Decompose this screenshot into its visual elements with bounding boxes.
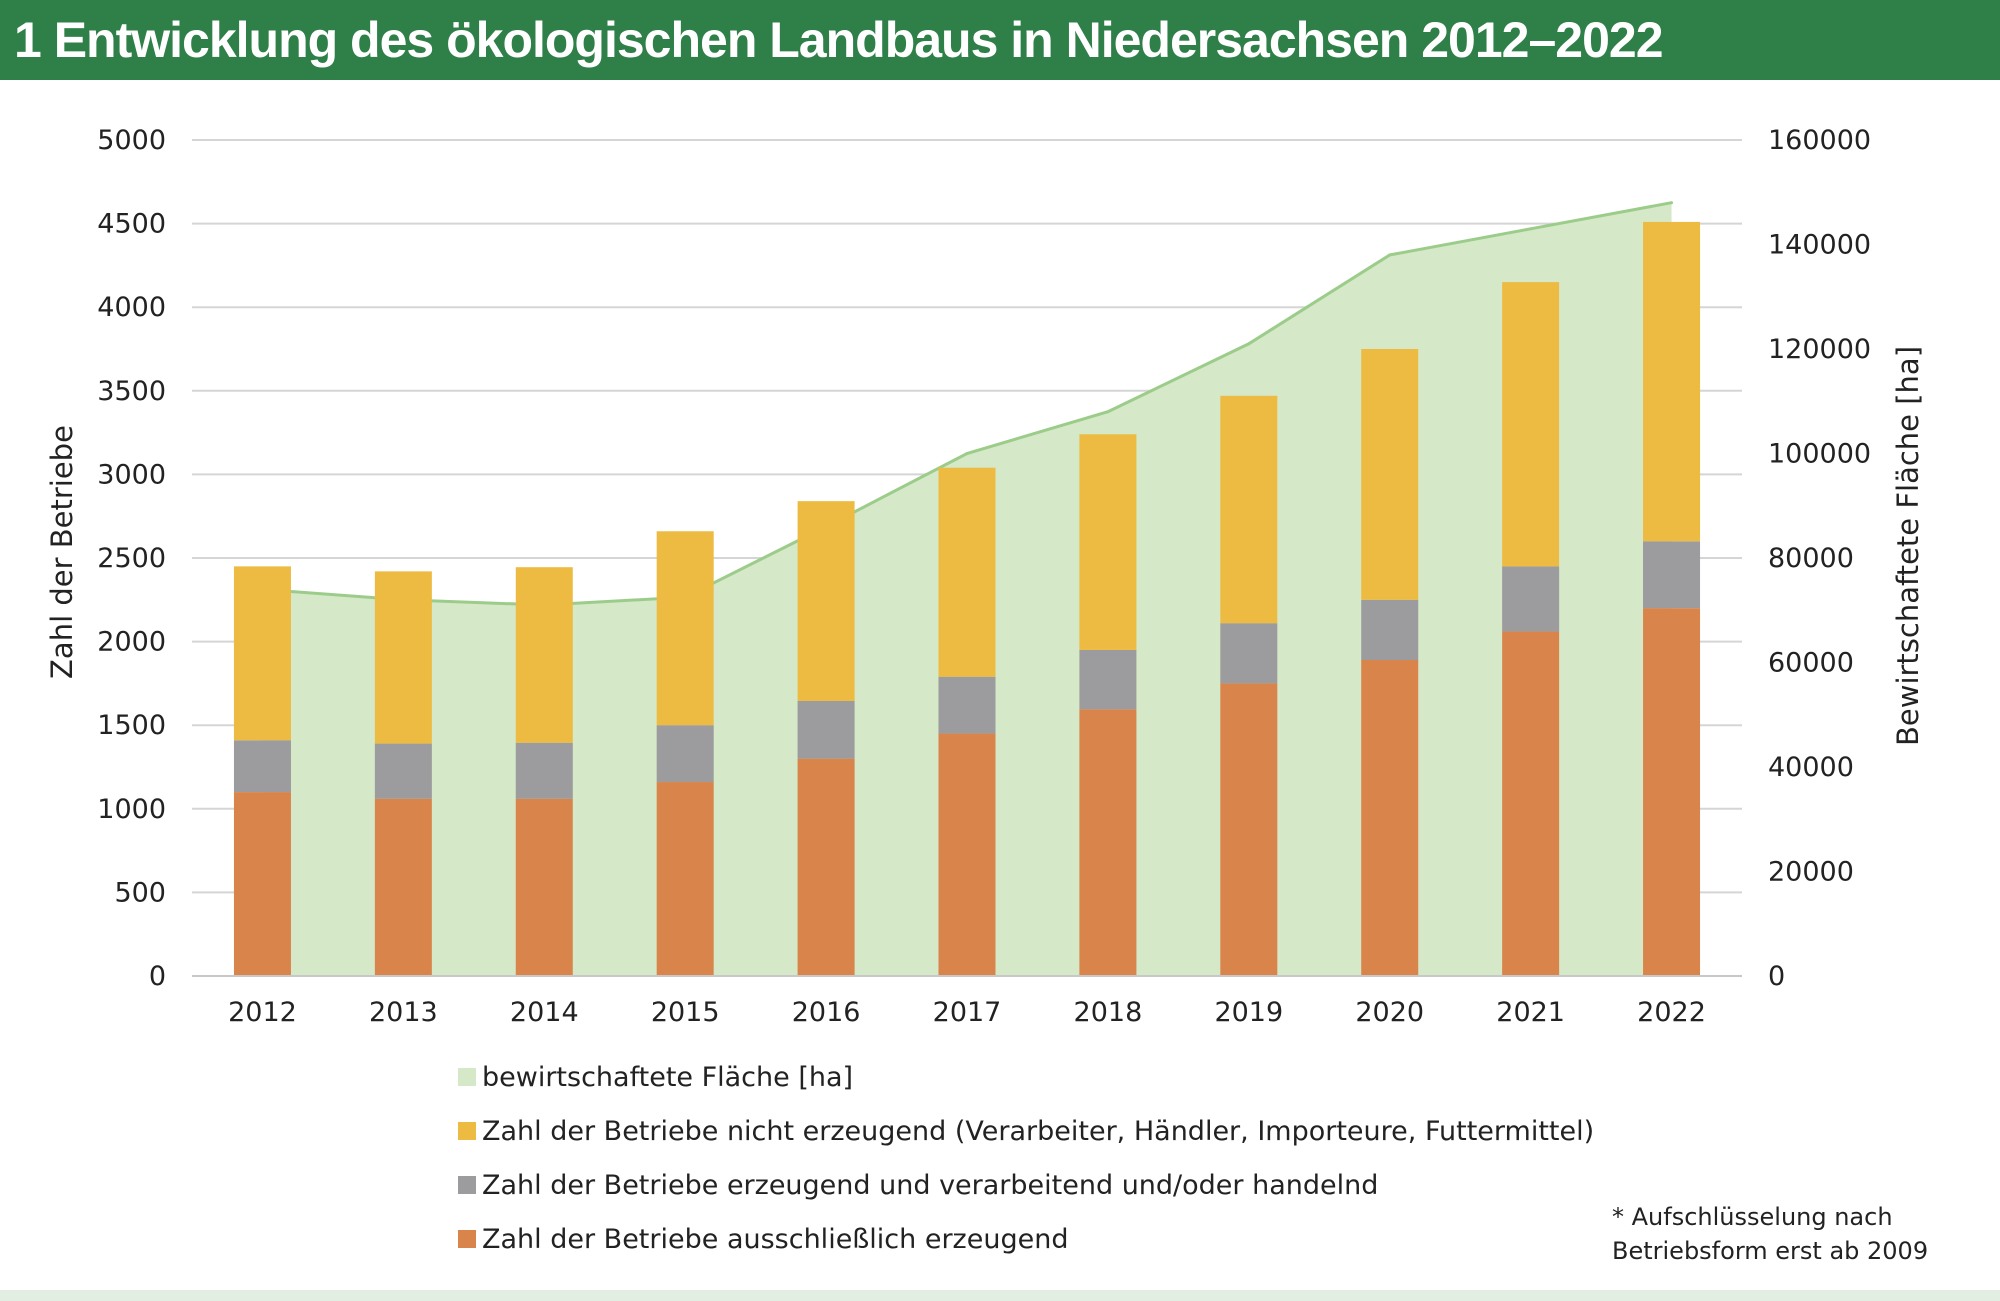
bar-segment <box>1361 659 1419 976</box>
y-tick-label: 2000 <box>97 627 166 658</box>
bar-segment <box>233 792 291 976</box>
y2-tick-label: 100000 <box>1768 439 1871 470</box>
bar-segment <box>938 467 996 677</box>
area-point <box>1670 201 1674 205</box>
bar-segment <box>938 676 996 734</box>
bar-segment <box>1079 709 1137 976</box>
y2-tick-label: 60000 <box>1768 648 1854 679</box>
bar-series <box>233 221 1701 976</box>
y2-axis-title: Bewirtschaftete Fläche [ha] <box>1891 346 1925 746</box>
x-tick-label: 2016 <box>792 997 861 1028</box>
bar-segment <box>233 740 291 793</box>
y2-tick-label: 20000 <box>1768 857 1854 888</box>
axes: 0 500 1000 1500 2000 2500 3000 3500 4000 4500 5000… <box>45 125 1925 1028</box>
bar-segment <box>1220 683 1278 976</box>
bar-segment <box>1361 599 1419 660</box>
x-tick-label: 2019 <box>1214 997 1283 1028</box>
legend-label: Zahl der Betriebe nicht erzeugend (Verar… <box>482 1116 1594 1147</box>
x-tick-label: 2022 <box>1637 997 1706 1028</box>
footnote-line-1: * Aufschlüsselung nach <box>1612 1203 1893 1231</box>
y2-tick-label: 140000 <box>1768 230 1871 261</box>
bar-segment <box>374 571 432 744</box>
bar-segment <box>1220 395 1278 624</box>
bottom-strip <box>0 1290 2000 1301</box>
y-tick-label: 1000 <box>97 794 166 825</box>
legend-label: Zahl der Betriebe ausschließlich erzeuge… <box>482 1224 1068 1255</box>
bar-segment <box>1643 221 1701 542</box>
y-tick-label: 2500 <box>97 543 166 574</box>
y-tick-label: 4000 <box>97 292 166 323</box>
x-tick-label: 2018 <box>1074 997 1143 1028</box>
legend-swatch <box>458 1230 476 1248</box>
bar-segment <box>515 567 573 743</box>
bar-segment <box>1361 349 1419 600</box>
x-tick-label: 2015 <box>651 997 720 1028</box>
bar-segment <box>1502 566 1560 632</box>
y-axis-title: Zahl der Betriebe <box>45 425 79 679</box>
area-point <box>965 452 969 455</box>
y2-tick-label: 120000 <box>1768 334 1871 365</box>
bar-segment <box>656 531 714 726</box>
bar-segment <box>1502 282 1560 567</box>
bar-segment <box>797 501 855 701</box>
bar-segment <box>1079 649 1137 710</box>
bar-segment <box>233 566 291 741</box>
bar-segment <box>1643 608 1701 976</box>
area-point <box>1247 342 1251 346</box>
chart-title: 1 Entwicklung des ökologischen Landbaus … <box>14 12 1664 68</box>
bar-segment <box>1220 623 1278 684</box>
footnote-line-2: Betriebsform erst ab 2009 <box>1612 1237 1929 1265</box>
bar-segment <box>1502 631 1560 976</box>
bar-segment <box>797 758 855 976</box>
footnote: * Aufschlüsselung nach Betriebsform erst… <box>1612 1200 1972 1268</box>
y2-tick-label: 40000 <box>1768 752 1854 783</box>
y2-tick-label: 80000 <box>1768 543 1854 574</box>
bar-segment <box>797 700 855 759</box>
y-tick-label: 3500 <box>97 376 166 407</box>
y2-tick-label: 0 <box>1768 961 1785 992</box>
y-tick-label: 4500 <box>97 209 166 240</box>
y-tick-label: 1500 <box>97 710 166 741</box>
bar-segment <box>1079 434 1137 650</box>
bar-segment <box>515 742 573 799</box>
area-point <box>1388 253 1392 257</box>
bar-segment <box>374 798 432 976</box>
legend-swatch <box>458 1068 476 1086</box>
x-tick-label: 2021 <box>1496 997 1565 1028</box>
bar-segment <box>374 743 432 799</box>
y-tick-label: 5000 <box>97 125 166 156</box>
x-tick-label: 2012 <box>228 997 297 1028</box>
x-tick-label: 2014 <box>510 997 579 1028</box>
bar-segment <box>515 798 573 976</box>
legend-swatch <box>458 1122 476 1140</box>
area-point <box>1529 227 1533 231</box>
legend-label: Zahl der Betriebe erzeugend und verarbei… <box>482 1170 1378 1201</box>
title-bar: 1 Entwicklung des ökologischen Landbaus … <box>0 0 2000 80</box>
y-tick-label: 3000 <box>97 459 166 490</box>
y-tick-label: 0 <box>149 961 166 992</box>
legend: bewirtschaftete Fläche [ha] Zahl der Betr… <box>458 1062 1594 1255</box>
area-point <box>1106 410 1110 414</box>
bar-segment <box>1643 541 1701 609</box>
x-tick-label: 2020 <box>1355 997 1424 1028</box>
x-tick-label: 2017 <box>933 997 1002 1028</box>
x-tick-label: 2013 <box>369 997 438 1028</box>
y2-tick-label: 160000 <box>1768 125 1871 156</box>
bar-segment <box>656 725 714 783</box>
y-tick-label: 500 <box>114 877 166 908</box>
bar-segment <box>938 733 996 976</box>
bar-segment <box>656 782 714 976</box>
legend-label: bewirtschaftete Fläche [ha] <box>482 1062 853 1093</box>
legend-swatch <box>458 1176 476 1194</box>
